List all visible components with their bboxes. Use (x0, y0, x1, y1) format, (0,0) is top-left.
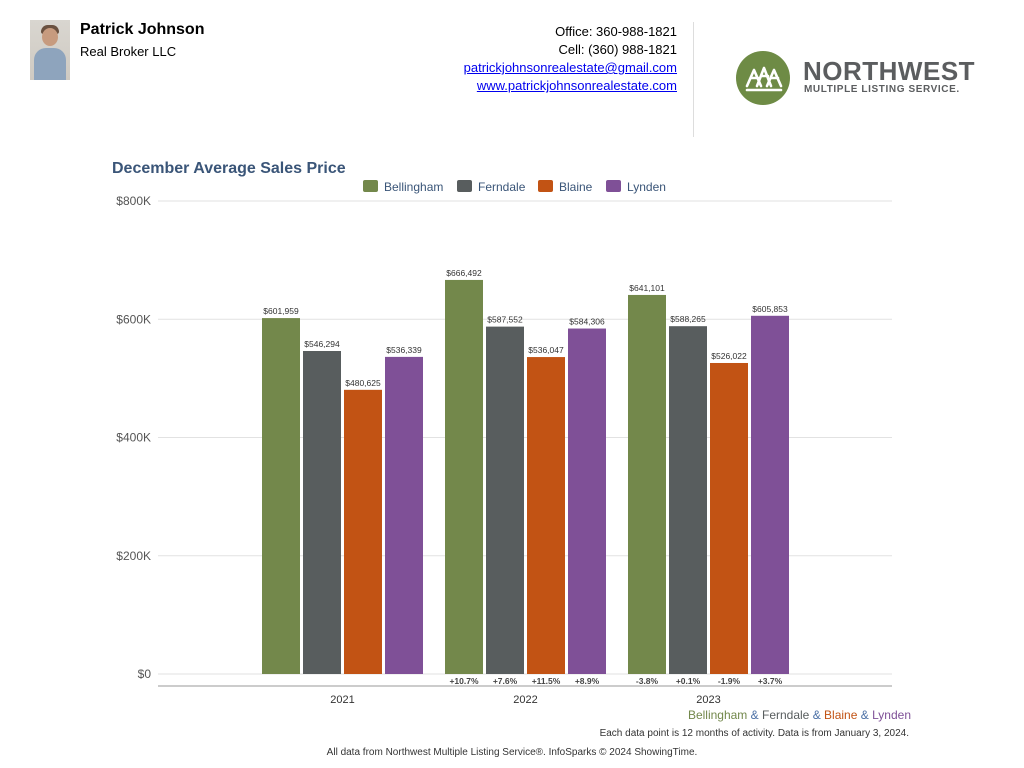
agent-name: Patrick Johnson (80, 21, 205, 38)
report-header: Patrick Johnson Real Broker LLC Office: … (0, 0, 1024, 140)
chart-title: December Average Sales Price (112, 160, 346, 177)
bar-bellingham-2021 (262, 318, 300, 674)
office-phone: Office: 360-988-1821 (555, 24, 677, 39)
bar-value-label: $588,265 (670, 314, 706, 324)
bar-bellingham-2023 (628, 294, 666, 674)
x-tick-label: 2022 (513, 694, 537, 706)
bar-ferndale-2021 (303, 351, 341, 674)
y-tick-label: $400K (116, 431, 151, 445)
footer-legend-item: Blaine (824, 708, 858, 722)
yoy-change-label: -3.8% (636, 676, 659, 686)
bar-value-label: $546,294 (304, 339, 340, 349)
legend-swatch-blaine (538, 180, 553, 192)
chart-legend: Bellingham Ferndale Blaine Lynden (363, 180, 666, 194)
legend-label-lynden: Lynden (627, 180, 666, 194)
cell-phone: Cell: (360) 988-1821 (558, 42, 677, 57)
bar-lynden-2021 (385, 356, 423, 674)
bar-value-label: $536,047 (528, 345, 564, 355)
yoy-change-label: +8.9% (575, 676, 600, 686)
bar-value-label: $480,625 (345, 378, 381, 388)
footer-legend-item: Ferndale (762, 708, 810, 722)
yoy-change-label: +3.7% (758, 676, 783, 686)
bar-value-label: $587,552 (487, 315, 523, 325)
bar-blaine-2022 (527, 357, 565, 674)
data-source: All data from Northwest Multiple Listing… (327, 747, 698, 758)
legend-label-blaine: Blaine (559, 180, 593, 194)
nwmls-tree-icon (736, 51, 790, 105)
bar-value-label: $526,022 (711, 351, 747, 361)
footer-legend: Bellingham & Ferndale & Blaine & Lynden (688, 708, 911, 722)
bar-value-label: $641,101 (629, 283, 665, 293)
footer-legend-separator: & (857, 708, 872, 722)
y-axis-ticks: $0 $200K $400K $600K $800K (116, 194, 151, 681)
bar-value-label: $666,492 (446, 268, 482, 278)
legend-label-ferndale: Ferndale (478, 180, 526, 194)
footer-legend-separator: & (809, 708, 824, 722)
agent-photo (30, 20, 70, 80)
bar-ferndale-2022 (486, 326, 524, 674)
footer-legend-item: Lynden (872, 708, 911, 722)
chart-bars: $601,959 $546,294 $480,625 $536,339 $666,492… (262, 268, 789, 686)
y-tick-label: $0 (138, 667, 152, 681)
legend-swatch-bellingham (363, 180, 378, 192)
yoy-change-label: +11.5% (532, 676, 561, 686)
x-tick-label: 2021 (330, 694, 354, 706)
bar-bellingham-2022 (445, 279, 483, 674)
footer-legend-separator: & (747, 708, 762, 722)
email-link[interactable]: patrickjohnsonrealestate@gmail.com (463, 60, 677, 75)
website-link[interactable]: www.patrickjohnsonrealestate.com (476, 78, 677, 93)
yoy-change-label: +0.1% (676, 676, 701, 686)
y-tick-label: $200K (116, 549, 151, 563)
bar-lynden-2023 (751, 315, 789, 674)
bar-value-label: $536,339 (386, 345, 422, 355)
bar-blaine-2021 (344, 389, 382, 674)
bar-ferndale-2023 (669, 326, 707, 674)
agent-company: Real Broker LLC (80, 44, 177, 59)
nwmls-logo: NORTHWEST MULTIPLE LISTING SERVICE. (735, 50, 975, 106)
logo-subtitle: MULTIPLE LISTING SERVICE. (804, 84, 960, 95)
bar-value-label: $584,306 (569, 317, 605, 327)
header-divider (693, 22, 694, 137)
logo-wordmark: NORTHWEST (803, 56, 976, 86)
y-tick-label: $600K (116, 312, 151, 326)
contact-block: Office: 360-988-1821 Cell: (360) 988-182… (464, 23, 677, 95)
data-note: Each data point is 12 months of activity… (600, 728, 909, 739)
legend-swatch-ferndale (457, 180, 472, 192)
bar-lynden-2022 (568, 328, 606, 674)
yoy-change-label: +10.7% (449, 676, 479, 686)
bar-blaine-2023 (710, 362, 748, 674)
yoy-change-label: +7.6% (493, 676, 518, 686)
bar-value-label: $605,853 (752, 304, 788, 314)
y-tick-label: $800K (116, 194, 151, 208)
legend-swatch-lynden (606, 180, 621, 192)
yoy-change-label: -1.9% (718, 676, 741, 686)
legend-label-bellingham: Bellingham (384, 180, 443, 194)
bar-value-label: $601,959 (263, 306, 299, 316)
x-axis: 2021 2022 2023 (158, 685, 892, 706)
footer-legend-item: Bellingham (688, 708, 747, 722)
x-tick-label: 2023 (696, 694, 720, 706)
